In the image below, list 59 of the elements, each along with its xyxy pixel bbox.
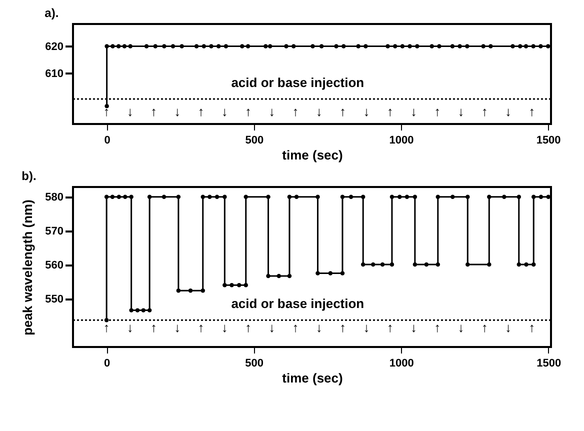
annotation: acid or base injection	[231, 296, 364, 312]
x-tick-label: 500	[245, 134, 264, 146]
annotation: ↓	[363, 104, 370, 119]
y-tick-label: 560	[45, 259, 64, 272]
annotation: ↑	[340, 104, 346, 119]
y-axis-title: peak wavelength (nm)	[20, 200, 36, 336]
annotation: ↑	[292, 104, 299, 119]
annotation: ↓	[363, 320, 370, 335]
annotation: ↓	[126, 320, 134, 335]
annotation: ↓	[221, 320, 228, 335]
annotation: ↓	[316, 104, 322, 119]
annotation: ↓	[458, 104, 464, 119]
chart-title: b).	[22, 169, 36, 183]
annotation: ↑	[528, 320, 536, 335]
annotation: ↓	[458, 320, 464, 335]
annotation: ↓	[410, 104, 417, 119]
x-tick-label: 0	[104, 134, 110, 146]
annotation: ↑	[150, 320, 157, 335]
y-tick-label: 570	[45, 225, 64, 238]
annotation: ↑	[481, 320, 488, 335]
annotation: ↑	[198, 320, 204, 335]
annotation: ↑	[386, 104, 394, 119]
annotation: ↓	[221, 104, 228, 119]
annotation: ↑	[292, 320, 299, 335]
annotation: ↓	[126, 104, 134, 119]
annotation: ↑	[434, 320, 441, 335]
x-tick-label: 1500	[536, 358, 562, 370]
x-axis-title: time (sec)	[282, 148, 343, 162]
annotation: ↑	[481, 104, 488, 119]
y-tick-label: 610	[45, 68, 64, 80]
annotation: ↑	[340, 320, 346, 335]
y-tick-label: 550	[45, 293, 64, 306]
annotation: ↓	[174, 104, 181, 119]
annotation: ↓	[410, 320, 417, 335]
annotation: ↓	[268, 320, 276, 335]
y-tick-label: 580	[45, 191, 64, 204]
annotation: ↑	[528, 104, 536, 119]
annotation: ↓	[268, 104, 276, 119]
y-tick-label: 620	[45, 40, 64, 53]
annotation: ↑	[245, 104, 252, 119]
annotation: ↑	[150, 104, 157, 119]
annotation: ↑	[245, 320, 252, 335]
x-tick-label: 1000	[389, 134, 414, 146]
x-axis-title: time (sec)	[282, 370, 343, 386]
annotation: acid or base injection	[231, 75, 364, 90]
annotation: ↓	[174, 320, 181, 335]
chart-title: a).	[44, 6, 59, 20]
annotation: ↑	[434, 104, 441, 119]
annotation: ↑	[103, 104, 110, 119]
x-tick-label: 500	[245, 358, 264, 370]
annotation: ↑	[198, 104, 204, 119]
x-tick-label: 1000	[389, 358, 414, 370]
x-tick-label: 0	[104, 358, 110, 370]
annotation: ↓	[504, 104, 512, 119]
annotation: ↑	[386, 320, 394, 335]
annotation: ↑	[103, 320, 110, 335]
x-tick-label: 1500	[536, 134, 561, 146]
annotation: ↓	[504, 320, 512, 335]
annotation: ↓	[316, 320, 322, 335]
